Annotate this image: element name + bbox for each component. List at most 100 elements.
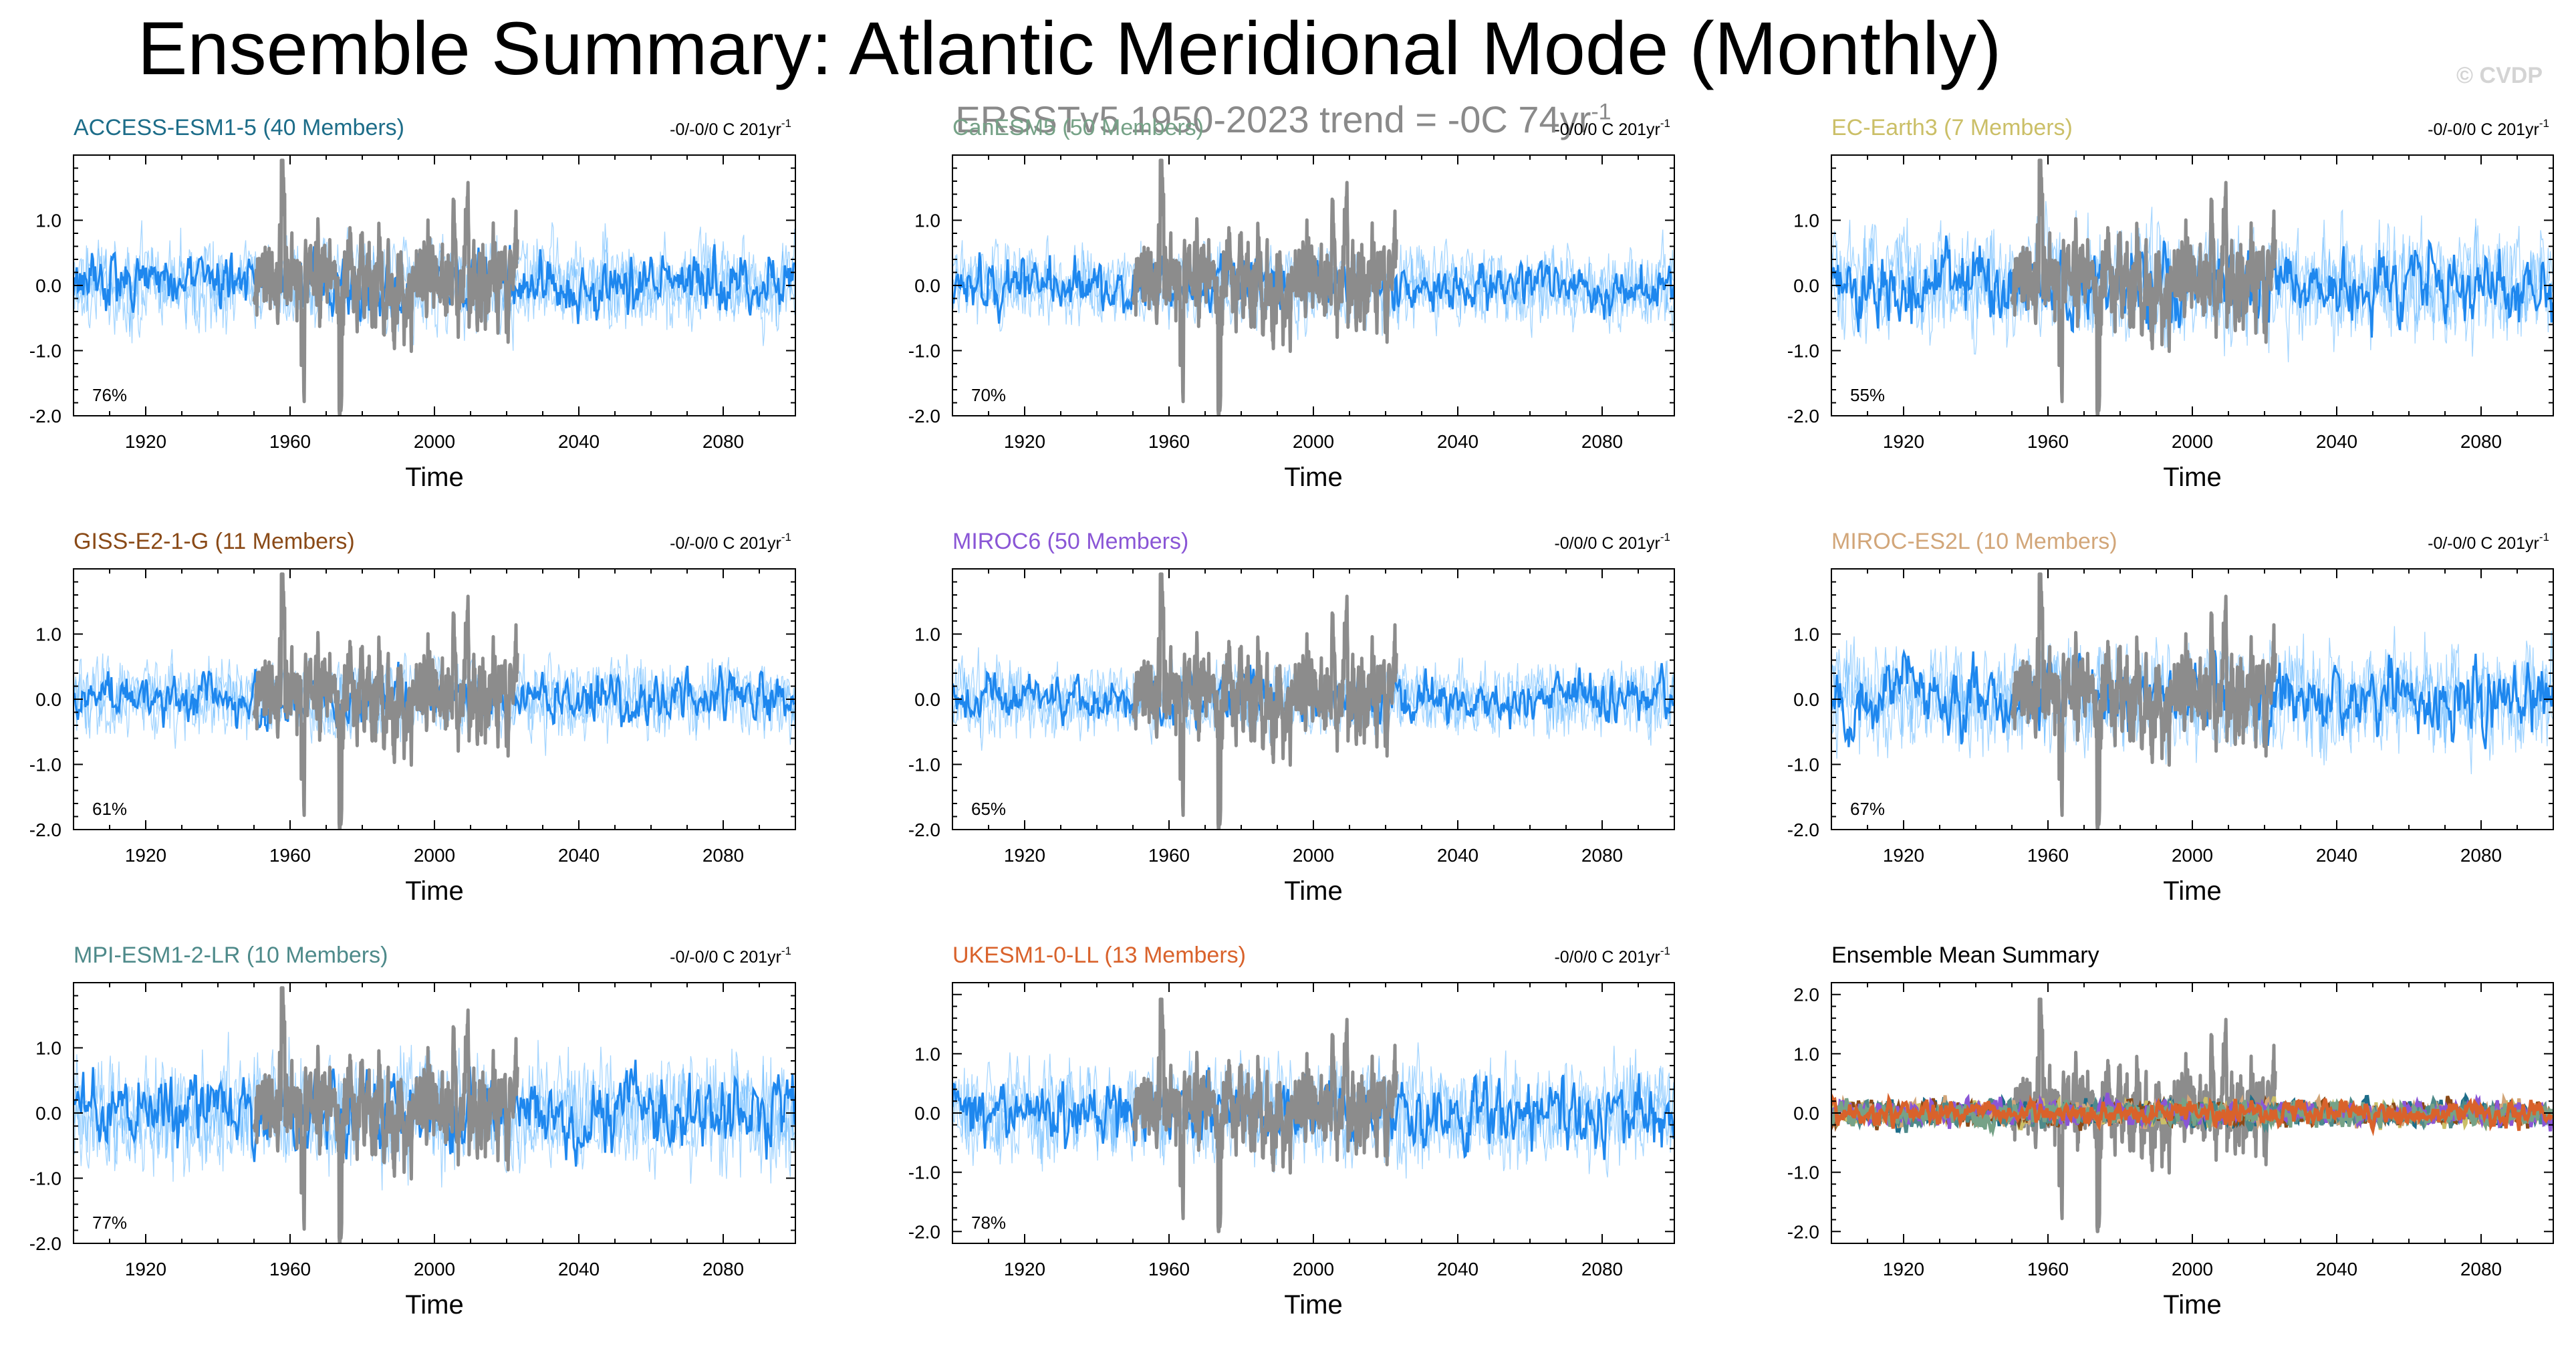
- x-tick-label: 1960: [2027, 431, 2069, 452]
- panel-ec-earth3: EC-Earth3 (7 Members) -0/-0/0 C 201yr-1 19…: [1787, 115, 2554, 492]
- percent-label: 70%: [971, 385, 1006, 405]
- plot-area: [1831, 158, 2553, 416]
- panel-title: GISS-E2-1-G (11 Members): [74, 529, 355, 554]
- percent-label: 67%: [1850, 799, 1885, 819]
- x-tick-label: 1920: [1883, 431, 1924, 452]
- y-tick-label: -2.0: [29, 820, 61, 840]
- x-axis-label: Time: [2163, 1290, 2221, 1320]
- y-tick-label: 0.0: [35, 1103, 61, 1124]
- x-tick-label: 1960: [269, 845, 311, 866]
- x-axis-label: Time: [1284, 876, 1342, 906]
- y-tick-label: 1.0: [1793, 1043, 1819, 1064]
- panel-title: ACCESS-ESM1-5 (40 Members): [74, 115, 404, 140]
- panel-miroc-es2l: MIROC-ES2L (10 Members) -0/-0/0 C 201yr-1…: [1787, 529, 2554, 906]
- y-tick-label: -1.0: [1787, 755, 1819, 775]
- observed-series: [1131, 997, 1398, 1233]
- observation-subtitle: ERSSTv5 1950-2023 trend = -0C 74yr-1: [922, 98, 1644, 141]
- x-tick-label: 1920: [125, 1259, 166, 1279]
- x-axis-label: Time: [405, 463, 463, 492]
- trend-label: -0/-0/0 C 201yr-1: [2428, 531, 2549, 553]
- x-tick-label: 2080: [702, 1259, 744, 1279]
- x-tick-label: 2080: [1581, 845, 1623, 866]
- y-tick-label: 0.0: [35, 275, 61, 296]
- plot-area: [952, 158, 1674, 416]
- subtitle-exponent: -1: [1591, 99, 1612, 125]
- trend-label: -0/0/0 C 201yr-1: [1554, 117, 1670, 139]
- y-tick-label: -2.0: [908, 1221, 940, 1242]
- y-tick-label: -1.0: [908, 1162, 940, 1183]
- y-tick-label: 1.0: [914, 624, 940, 645]
- y-tick-label: -1.0: [29, 755, 61, 775]
- percent-label: 77%: [92, 1213, 127, 1233]
- panel-ensemble-mean-summary: Ensemble Mean Summary 1920 1960 2000 2040 208…: [1787, 943, 2554, 1320]
- x-tick-label: 2080: [702, 845, 744, 866]
- plot-area: [952, 997, 1674, 1233]
- x-tick-label: 2080: [2460, 845, 2502, 866]
- observed-series: [252, 572, 519, 830]
- y-tick-label: -2.0: [29, 1233, 61, 1254]
- x-tick-label: 1960: [2027, 845, 2069, 866]
- y-tick-label: -2.0: [908, 820, 940, 840]
- model-mean-series: [1831, 1092, 2553, 1136]
- x-tick-label: 2000: [414, 845, 455, 866]
- y-tick-label: 0.0: [1793, 689, 1819, 710]
- panel-title: EC-Earth3 (7 Members): [1831, 115, 2073, 140]
- panel-miroc6: MIROC6 (50 Members) -0/0/0 C 201yr-1 1920 1…: [908, 529, 1675, 906]
- x-tick-label: 1920: [1004, 845, 1045, 866]
- y-tick-label: 1.0: [914, 1043, 940, 1064]
- panel-title: MIROC6 (50 Members): [952, 529, 1188, 554]
- x-axis-label: Time: [1284, 463, 1342, 492]
- trend-label: -0/-0/0 C 201yr-1: [670, 531, 791, 553]
- x-tick-label: 2080: [1581, 431, 1623, 452]
- x-tick-label: 2040: [2316, 845, 2357, 866]
- x-tick-label: 2080: [2460, 431, 2502, 452]
- y-tick-label: 0.0: [1793, 275, 1819, 296]
- y-tick-label: -2.0: [1787, 406, 1819, 426]
- panel-mpi-esm1-2-lr: MPI-ESM1-2-LR (10 Members) -0/-0/0 C 201y…: [29, 943, 796, 1320]
- x-tick-label: 2040: [558, 431, 600, 452]
- panel-giss-e2-1-g: GISS-E2-1-G (11 Members) -0/-0/0 C 201yr-…: [29, 529, 796, 906]
- x-tick-label: 2040: [1437, 1259, 1478, 1279]
- panel-title: CanESM5 (50 Members): [952, 115, 1204, 140]
- y-tick-label: 0.0: [1793, 1103, 1819, 1124]
- x-tick-label: 1920: [1883, 1259, 1924, 1279]
- y-tick-label: 1.0: [35, 1038, 61, 1059]
- x-axis-label: Time: [1284, 1290, 1342, 1320]
- trend-label: -0/-0/0 C 201yr-1: [670, 117, 791, 139]
- y-tick-label: -1.0: [908, 341, 940, 362]
- y-tick-label: 0.0: [914, 689, 940, 710]
- x-axis-label: Time: [2163, 876, 2221, 906]
- x-tick-label: 2040: [558, 1259, 600, 1279]
- trend-label: -0/-0/0 C 201yr-1: [670, 945, 791, 967]
- x-axis-label: Time: [405, 876, 463, 906]
- cvdp-watermark: © CVDP: [2456, 63, 2543, 88]
- x-tick-label: 2000: [414, 431, 455, 452]
- x-tick-label: 1960: [1148, 1259, 1190, 1279]
- y-tick-label: 0.0: [914, 1103, 940, 1124]
- x-tick-label: 1960: [1148, 431, 1190, 452]
- trend-label: -0/-0/0 C 201yr-1: [2428, 117, 2549, 139]
- observed-series: [252, 158, 519, 416]
- plot-area: [1831, 572, 2553, 830]
- panel-ukesm1-0-ll: UKESM1-0-LL (13 Members) -0/0/0 C 201yr-1…: [908, 943, 1675, 1320]
- y-tick-label: -1.0: [1787, 1162, 1819, 1183]
- x-tick-label: 1960: [269, 1259, 311, 1279]
- x-tick-label: 2000: [1293, 845, 1334, 866]
- x-axis-label: Time: [405, 1290, 463, 1320]
- observed-series: [1131, 158, 1398, 416]
- plot-area: [74, 986, 795, 1243]
- x-tick-label: 2000: [1293, 431, 1334, 452]
- x-tick-label: 1920: [125, 431, 166, 452]
- percent-label: 78%: [971, 1213, 1006, 1233]
- x-tick-label: 1960: [1148, 845, 1190, 866]
- x-tick-label: 1920: [125, 845, 166, 866]
- y-tick-label: -1.0: [29, 341, 61, 362]
- x-tick-label: 2040: [1437, 845, 1478, 866]
- x-tick-label: 1920: [1004, 1259, 1045, 1279]
- subtitle-text: ERSSTv5 1950-2023 trend = -0C 74yr: [955, 98, 1591, 140]
- y-tick-label: 2.0: [1793, 985, 1819, 1005]
- x-tick-label: 1920: [1883, 845, 1924, 866]
- percent-label: 55%: [1850, 385, 1885, 405]
- y-tick-label: 1.0: [35, 624, 61, 645]
